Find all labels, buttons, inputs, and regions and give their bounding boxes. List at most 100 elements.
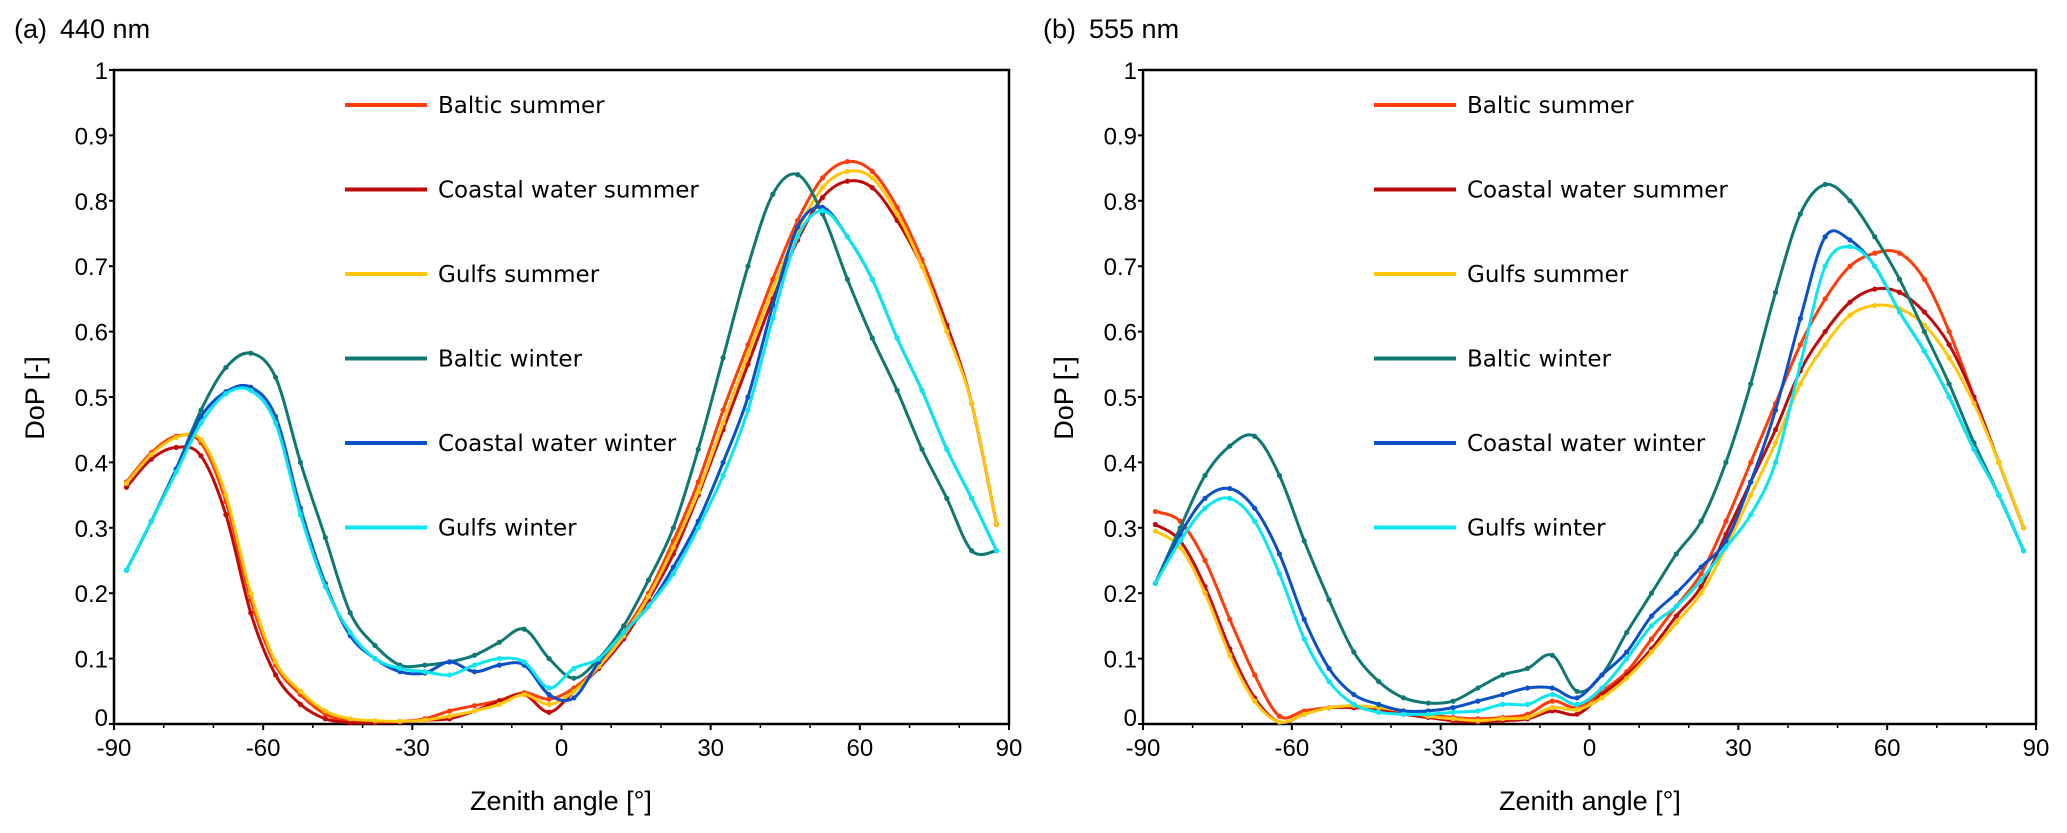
legend-item: Gulfs winter [345, 516, 577, 542]
data-point [819, 185, 826, 191]
data-point [1599, 672, 1605, 678]
data-point [1227, 495, 1233, 501]
legend: Baltic summer Coastal water summer Gulfs s… [1374, 93, 1728, 542]
data-point [1574, 701, 1580, 707]
data-point [1425, 700, 1431, 706]
data-point [1524, 685, 1531, 691]
x-tick-label: -60 [1274, 735, 1309, 762]
data-point [471, 703, 478, 709]
series-line [1154, 245, 2025, 716]
legend-label: Coastal water winter [1467, 431, 1706, 457]
x-tick-label: -30 [395, 735, 430, 762]
data-point [1152, 508, 1159, 515]
data-point [670, 525, 676, 531]
x-tick-label: 0 [555, 735, 568, 762]
data-point [645, 577, 652, 583]
data-point [1748, 459, 1754, 465]
data-point [1673, 551, 1679, 557]
data-point [223, 391, 229, 397]
data-point [297, 459, 304, 465]
data-point [844, 158, 851, 165]
data-point [720, 459, 726, 465]
data-point [596, 656, 602, 662]
data-point [1549, 698, 1555, 704]
data-point [1872, 302, 1878, 309]
data-point [1276, 551, 1283, 557]
data-point [1574, 688, 1580, 694]
legend-label: Coastal water winter [438, 431, 677, 457]
data-point [422, 662, 428, 668]
data-point [1723, 518, 1729, 524]
data-point [347, 610, 353, 616]
x-tick-label: 90 [2023, 735, 2050, 762]
data-point [347, 720, 353, 726]
data-point [447, 672, 453, 678]
y-tick-label: 0.9 [1104, 123, 1137, 150]
data-point [2020, 525, 2027, 531]
data-point [1748, 381, 1754, 387]
data-point [248, 610, 254, 616]
data-point [297, 701, 304, 707]
data-point [919, 387, 925, 394]
data-point [1227, 652, 1233, 658]
y-tick-label: 0.2 [75, 581, 108, 608]
data-point [1946, 355, 1952, 361]
data-point [1673, 620, 1679, 626]
data-point [1276, 472, 1283, 479]
legend-item: Baltic summer [345, 93, 605, 119]
data-point [1698, 584, 1704, 590]
data-point [1252, 518, 1258, 524]
data-point [1152, 528, 1159, 534]
y-tick-label: 1 [1124, 58, 1137, 85]
data-point [198, 407, 204, 413]
data-point [1772, 407, 1779, 413]
data-point [1648, 636, 1655, 642]
data-point [1797, 381, 1803, 387]
data-point [1400, 695, 1407, 701]
data-point [1822, 181, 1828, 188]
data-point [695, 446, 701, 452]
data-point [720, 355, 726, 361]
data-point [844, 234, 851, 240]
data-point [1549, 685, 1555, 691]
data-point [546, 709, 552, 715]
legend-label: Coastal water summer [438, 178, 699, 204]
series-gulfs-summer [1152, 302, 2027, 725]
data-point [272, 659, 279, 665]
data-point [496, 701, 502, 707]
data-point [546, 656, 552, 662]
data-point [1450, 698, 1456, 704]
data-point [1946, 394, 1952, 400]
data-point [869, 185, 875, 191]
y-tick-label: 0.4 [75, 450, 108, 477]
data-point [248, 350, 254, 356]
legend-item: Gulfs winter [1374, 516, 1606, 542]
series-line [125, 172, 997, 680]
panel-b: (b) 555 nm -90 -60 -30 0 30 60 90 0 0.1 0.2 0.3 0.4… [1043, 14, 2049, 816]
data-point [1252, 433, 1258, 439]
data-point [720, 420, 726, 426]
data-point [471, 708, 478, 714]
legend-item: Coastal water winter [345, 431, 677, 457]
data-point [1500, 701, 1506, 707]
data-point [745, 407, 751, 413]
data-point [695, 489, 701, 495]
data-point [770, 276, 776, 282]
data-point [1896, 276, 1903, 282]
y-tick-label: 0 [1124, 705, 1137, 732]
data-point [173, 469, 179, 475]
data-point [1872, 286, 1878, 292]
data-point [322, 535, 328, 541]
data-point [695, 479, 701, 485]
data-point [1772, 440, 1779, 446]
panel-title: 440 nm [60, 14, 150, 44]
data-point [1574, 711, 1580, 717]
data-point [1549, 691, 1555, 698]
y-tick-label: 0 [95, 705, 108, 732]
data-point [1599, 685, 1605, 691]
data-point [1599, 695, 1605, 701]
data-point [1996, 492, 2002, 498]
data-point [1326, 678, 1332, 685]
data-point [1376, 678, 1382, 685]
panel-a: (a) 440 nm -90 -60 -30 0 30 60 90 0 0.1 0.2 0.3 0.4… [14, 14, 1022, 816]
